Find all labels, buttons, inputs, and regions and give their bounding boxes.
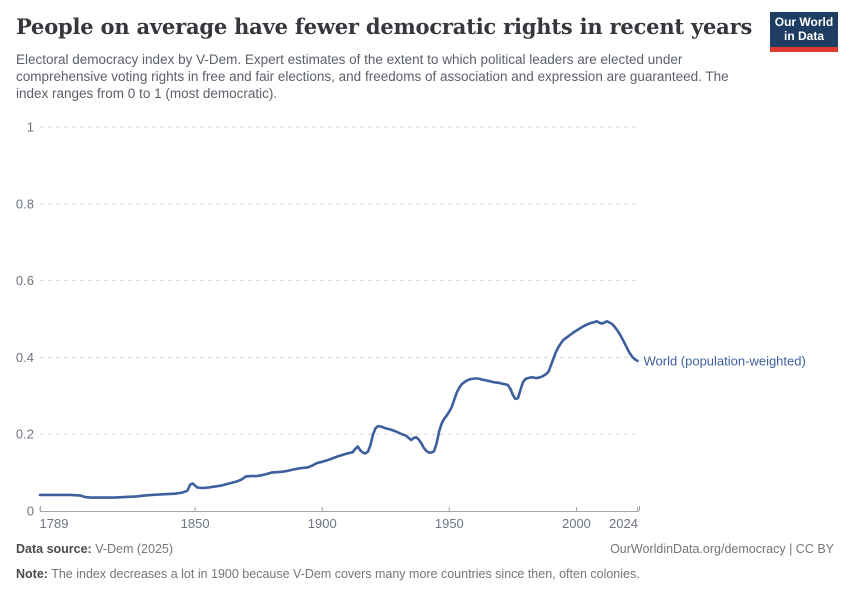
y-axis-tick-label: 0.6 xyxy=(16,273,34,288)
x-axis-tick-label: 1950 xyxy=(435,516,464,531)
owid-logo[interactable]: Our World in Data xyxy=(770,12,838,52)
footer-row: Data source: V-Dem (2025) OurWorldinData… xyxy=(16,542,834,556)
x-axis-tick-label: 2024 xyxy=(609,516,638,531)
data-source-value: V-Dem (2025) xyxy=(91,542,174,556)
series-label: World (population-weighted) xyxy=(643,353,805,368)
x-axis-tick-label: 2000 xyxy=(562,516,591,531)
x-axis-tick-label: 1789 xyxy=(40,516,69,531)
x-axis-tick-label: 1900 xyxy=(308,516,337,531)
y-axis-tick-label: 1 xyxy=(27,120,34,135)
page-title: People on average have fewer democratic … xyxy=(16,14,753,39)
y-axis-tick-label: 0.8 xyxy=(16,196,34,211)
attribution-link[interactable]: OurWorldinData.org/democracy | CC BY xyxy=(610,542,834,556)
data-source: Data source: V-Dem (2025) xyxy=(16,542,173,556)
data-source-label: Data source: xyxy=(16,542,92,556)
owid-logo-text-line2: in Data xyxy=(783,28,824,43)
world-series-line xyxy=(38,320,639,499)
y-axis-tick-label: 0.4 xyxy=(16,350,34,365)
chart-subtitle: Electoral democracy index by V-Dem. Expe… xyxy=(16,52,729,101)
x-axis-tick-label: 1850 xyxy=(181,516,210,531)
y-axis-tick-label: 0.2 xyxy=(16,427,34,442)
y-axis-tick-label: 0 xyxy=(27,504,34,519)
chart-note: Note: The index decreases a lot in 1900 … xyxy=(16,567,834,581)
note-value: The index decreases a lot in 1900 becaus… xyxy=(47,567,640,581)
note-label: Note: xyxy=(16,567,48,581)
owid-logo-text-line1: Our World xyxy=(774,15,834,29)
